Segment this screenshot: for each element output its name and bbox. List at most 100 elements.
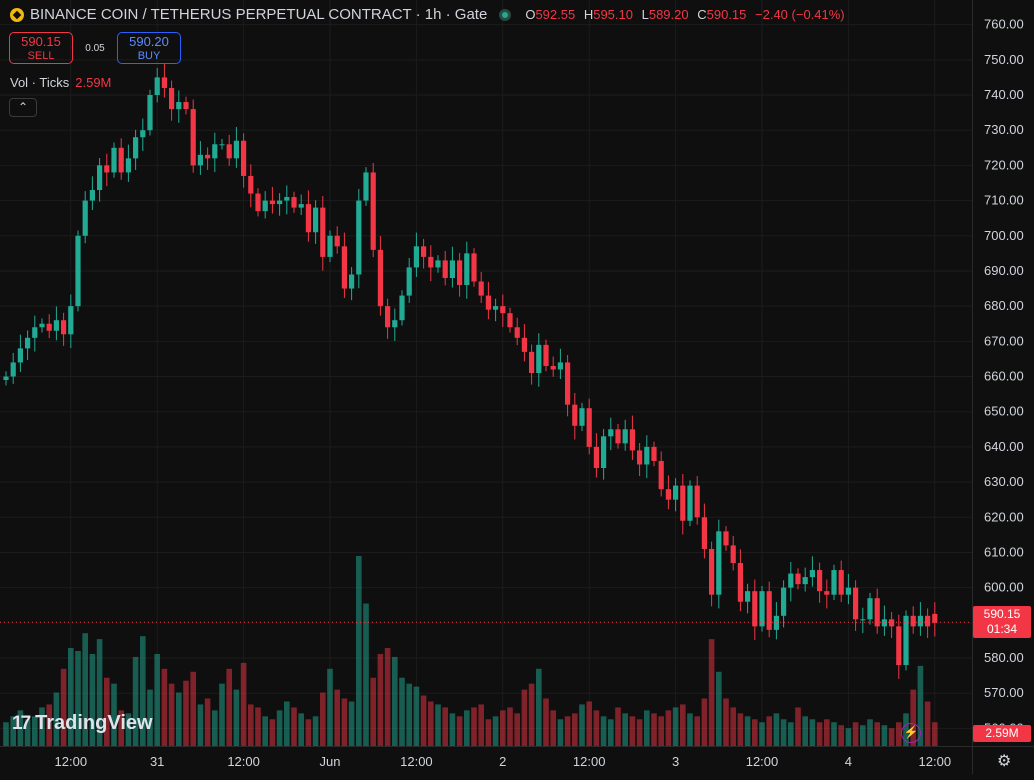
candle-body <box>601 436 607 469</box>
volume-bar <box>75 651 81 746</box>
volume-bar <box>860 725 866 746</box>
time-axis[interactable]: 12:003112:00Jun12:00212:00312:00412:0051… <box>0 746 1025 774</box>
candle-body <box>118 147 124 173</box>
candle-body <box>320 207 326 257</box>
candle-body <box>154 77 160 96</box>
candle-body <box>529 351 535 373</box>
lightning-icon[interactable]: ⚡ <box>901 723 921 743</box>
volume-bar <box>478 704 484 746</box>
candle-body <box>205 154 211 159</box>
candle-body <box>39 323 45 328</box>
volume-bar <box>406 683 412 746</box>
volume-bar <box>910 689 916 746</box>
candle-body <box>313 207 319 233</box>
volume-bar <box>255 707 261 746</box>
volume-bar <box>312 716 319 746</box>
volume-bar <box>521 689 528 746</box>
volume-bar <box>924 701 931 746</box>
chart-area[interactable] <box>0 0 972 746</box>
time-tick-label: 12:00 <box>227 754 260 769</box>
candle-body <box>305 204 311 233</box>
volume-bar <box>507 707 513 746</box>
price-tick-label: 680.00 <box>984 298 1024 313</box>
price-tick-label: 630.00 <box>984 474 1024 489</box>
gear-icon[interactable]: ⚙ <box>997 753 1012 770</box>
candle-body <box>226 144 232 159</box>
volume-bar <box>348 701 355 746</box>
volume-bar <box>140 636 146 746</box>
volume-bar <box>392 656 398 746</box>
chart-header: BINANCE COIN / TETHERUS PERPETUAL CONTRA… <box>10 6 850 23</box>
candlestick-chart[interactable] <box>0 0 972 746</box>
candle-body <box>759 591 765 627</box>
volume-bar <box>600 716 607 746</box>
candle-body <box>557 362 563 370</box>
candle-body <box>82 200 88 236</box>
symbol-title[interactable]: BINANCE COIN / TETHERUS PERPETUAL CONTRA… <box>30 6 488 23</box>
sell-button[interactable]: 590.15 SELL <box>9 32 73 64</box>
volume-bar <box>68 648 74 746</box>
volume-bar <box>248 704 254 746</box>
volume-bar <box>874 722 880 746</box>
volume-bar <box>572 713 578 746</box>
time-tick-label: 12:00 <box>746 754 779 769</box>
volume-bar <box>104 677 110 746</box>
volume-bar <box>593 710 600 746</box>
volume-bar <box>492 716 499 746</box>
volume-bar <box>838 725 844 746</box>
candle-body <box>46 323 52 331</box>
volume-bar <box>399 677 405 746</box>
volume-bar <box>694 716 700 746</box>
candle-body <box>169 87 175 110</box>
candle-body <box>471 253 477 282</box>
candle-body <box>291 197 297 208</box>
candle-body <box>277 200 283 205</box>
candle-body <box>140 130 146 138</box>
volume-bar <box>384 648 391 746</box>
volume-bar <box>276 710 283 746</box>
volume-bar <box>449 713 456 746</box>
volume-bar <box>132 656 139 746</box>
candle-body <box>413 246 419 268</box>
volume-bar <box>888 728 895 746</box>
volume-bar <box>816 722 823 746</box>
chevron-up-icon[interactable]: ⌃ <box>9 98 37 117</box>
candle-body <box>349 274 355 289</box>
candle-body <box>111 147 117 173</box>
candle-body <box>514 327 520 338</box>
candle-body <box>903 615 909 666</box>
price-tick-label: 720.00 <box>984 157 1024 172</box>
volume-bar <box>701 698 708 746</box>
candle-body <box>579 408 585 426</box>
volume-bar <box>356 556 362 746</box>
volume-bar <box>809 719 816 746</box>
candle-body <box>493 306 499 310</box>
candle-body <box>831 570 837 595</box>
volume-bar <box>608 719 614 746</box>
volume-bar <box>377 653 384 746</box>
volume-bar <box>298 713 304 746</box>
volume-bar <box>32 716 38 746</box>
volume-bar <box>845 728 852 746</box>
price-tick-label: 660.00 <box>984 369 1024 384</box>
volume-bar <box>456 716 463 746</box>
candle-body <box>428 256 434 268</box>
candle-body <box>773 615 779 630</box>
volume-bar <box>176 692 182 746</box>
tradingview-logo[interactable]: 17 TradingView <box>12 712 153 734</box>
volume-bar <box>543 698 549 746</box>
volume-bar <box>284 701 290 746</box>
volume-bar <box>788 722 794 746</box>
volume-bar <box>168 683 175 746</box>
candle-body <box>370 172 376 250</box>
time-tick-label: 12:00 <box>55 754 88 769</box>
market-status-icon[interactable] <box>499 8 512 21</box>
candle-body <box>673 485 679 500</box>
volume-value-tag: 2.59M <box>973 725 1031 742</box>
volume-indicator-legend[interactable]: Vol · Ticks 2.59M <box>10 75 112 90</box>
candle-body <box>874 598 880 627</box>
volume-bar <box>716 671 722 746</box>
volume-bar <box>500 710 506 746</box>
volume-bar <box>658 716 664 746</box>
buy-button[interactable]: 590.20 BUY <box>117 32 181 64</box>
